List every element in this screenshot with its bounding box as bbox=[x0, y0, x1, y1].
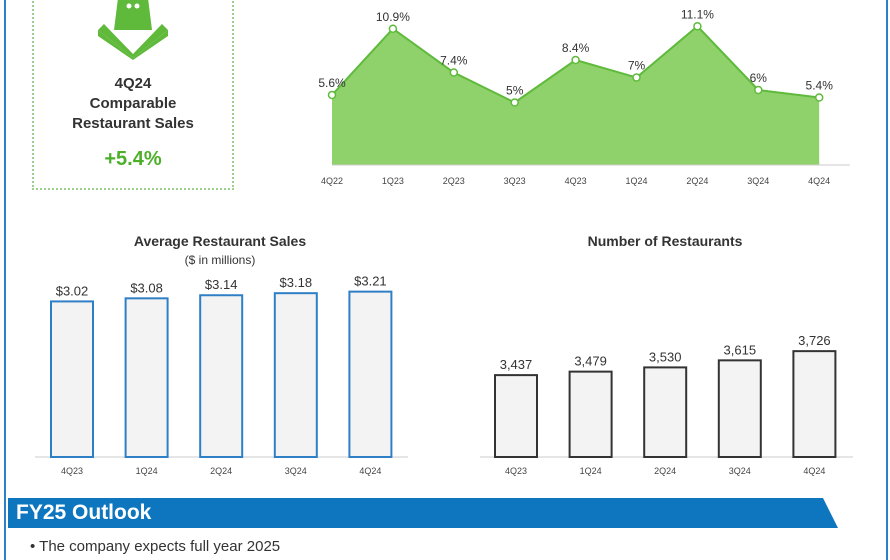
outlook-banner: FY25 Outlook bbox=[8, 498, 838, 528]
x-tick-label: 3Q24 bbox=[729, 466, 751, 476]
x-tick-label: 4Q23 bbox=[505, 466, 527, 476]
data-label: 7.4% bbox=[440, 54, 468, 68]
x-tick-label: 3Q24 bbox=[747, 176, 769, 186]
data-label: $3.08 bbox=[130, 280, 163, 295]
data-label: 3,530 bbox=[649, 349, 682, 364]
bar bbox=[568, 370, 613, 458]
data-label: 10.9% bbox=[376, 10, 410, 24]
bar bbox=[273, 292, 318, 458]
bar bbox=[50, 300, 94, 458]
chart-title: Number of Restaurants bbox=[588, 233, 743, 249]
data-label: 3,615 bbox=[724, 342, 757, 357]
bar bbox=[199, 294, 244, 458]
restaurants-bar-chart: Number of Restaurants 3,437 4Q23 3,479 1Q24 3… bbox=[480, 233, 853, 476]
data-label: 5.4% bbox=[806, 79, 834, 93]
data-point bbox=[693, 22, 702, 31]
outlook-title: FY25 Outlook bbox=[16, 501, 152, 524]
area-fill bbox=[332, 26, 820, 165]
x-tick-label: 4Q24 bbox=[803, 466, 825, 476]
bar bbox=[348, 290, 393, 458]
bar bbox=[124, 297, 169, 459]
kpi-label: 4Q24 Comparable Restaurant Sales bbox=[72, 75, 194, 132]
comp-sales-area-chart: 5.6% 4Q22 10.9% 1Q23 7.4% 2Q23 5% 3Q23 8.4% 4Q23 7… bbox=[318, 7, 850, 186]
page-frame bbox=[4, 0, 888, 560]
x-tick-label: 4Q23 bbox=[565, 176, 587, 186]
x-tick-label: 2Q24 bbox=[210, 466, 232, 476]
data-label: $3.14 bbox=[205, 277, 238, 292]
data-label: 7% bbox=[628, 59, 646, 73]
chart-subtitle: ($ in millions) bbox=[185, 253, 256, 267]
bar bbox=[717, 359, 762, 458]
x-tick-label: 4Q22 bbox=[321, 176, 343, 186]
x-tick-label: 4Q24 bbox=[359, 466, 381, 476]
x-tick-label: 2Q23 bbox=[443, 176, 465, 186]
data-label: 5% bbox=[506, 84, 524, 98]
bar bbox=[643, 366, 688, 458]
data-label: 11.1% bbox=[681, 7, 714, 21]
data-label: $3.18 bbox=[280, 275, 313, 290]
x-tick-label: 1Q24 bbox=[625, 176, 647, 186]
outlook-bullet: • The company expects full year 2025 bbox=[30, 538, 281, 555]
x-tick-label: 3Q23 bbox=[504, 176, 526, 186]
bar bbox=[494, 374, 538, 458]
x-tick-label: 1Q24 bbox=[580, 466, 602, 476]
data-point bbox=[449, 68, 459, 77]
kpi-value: +5.4% bbox=[104, 148, 162, 170]
data-label: $3.21 bbox=[354, 274, 387, 289]
bar bbox=[792, 350, 837, 458]
data-label: 3,437 bbox=[500, 357, 533, 372]
shopping-bag-icon bbox=[98, 0, 168, 60]
data-point bbox=[632, 73, 641, 82]
data-label: 5.6% bbox=[318, 76, 346, 90]
x-tick-label: 4Q24 bbox=[808, 176, 830, 186]
data-point bbox=[510, 98, 519, 107]
x-tick-label: 2Q24 bbox=[686, 176, 708, 186]
data-label: $3.02 bbox=[56, 283, 89, 298]
x-tick-label: 2Q24 bbox=[654, 466, 676, 476]
x-tick-label: 4Q23 bbox=[61, 466, 83, 476]
data-label: 6% bbox=[750, 71, 768, 85]
data-label: 8.4% bbox=[562, 41, 590, 55]
data-label: 3,479 bbox=[574, 354, 607, 369]
chart-title: Average Restaurant Sales bbox=[134, 233, 306, 249]
x-tick-label: 3Q24 bbox=[285, 466, 307, 476]
kpi-card: 4Q24 Comparable Restaurant Sales +5.4% bbox=[32, 0, 234, 190]
data-point bbox=[814, 93, 824, 102]
data-label: 3,726 bbox=[798, 333, 831, 348]
data-point bbox=[754, 85, 763, 95]
x-tick-label: 1Q23 bbox=[382, 176, 404, 186]
data-point bbox=[571, 55, 580, 65]
avg-sales-bar-chart: Average Restaurant Sales ($ in millions) $… bbox=[35, 233, 408, 476]
data-point bbox=[327, 90, 337, 100]
x-tick-label: 1Q24 bbox=[136, 466, 158, 476]
data-point bbox=[388, 24, 398, 33]
